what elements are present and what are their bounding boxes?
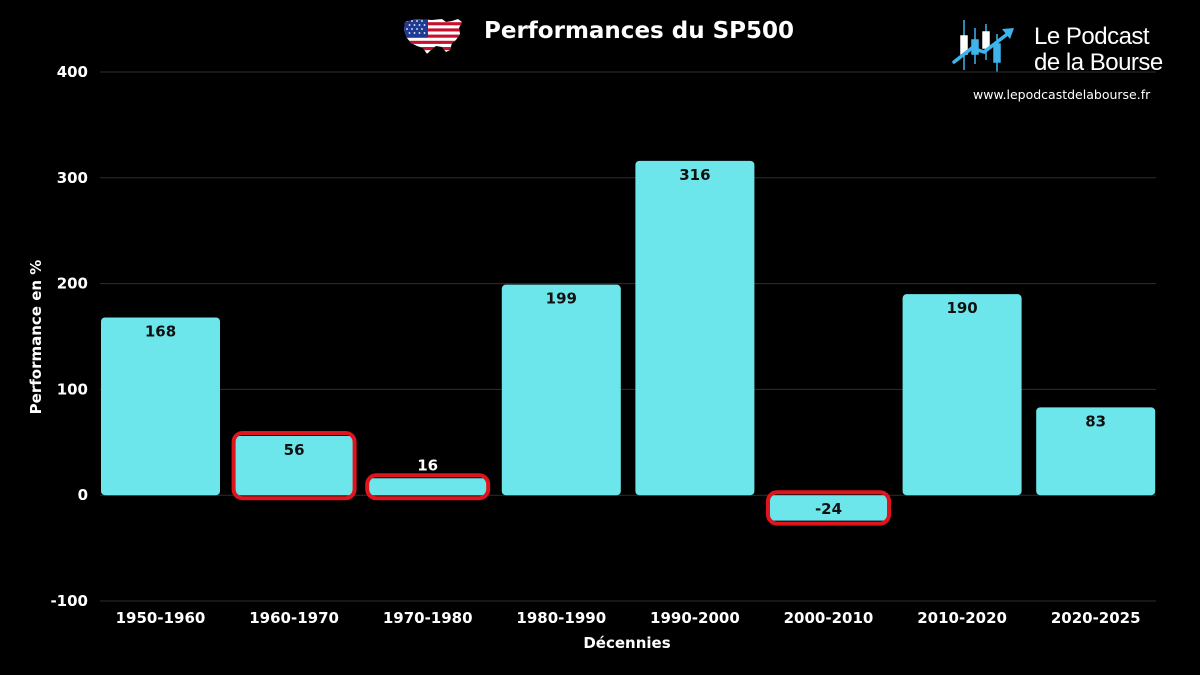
data-label: 83 xyxy=(1085,412,1106,430)
x-tick-label: 1980-1990 xyxy=(516,609,606,627)
highlight-outline xyxy=(365,473,491,501)
data-label: 190 xyxy=(946,299,977,317)
y-axis-title: Performance en % xyxy=(27,260,45,415)
y-tick-label: 100 xyxy=(57,380,88,398)
bar xyxy=(769,495,888,521)
data-label: 16 xyxy=(417,456,438,474)
x-tick-label: 2020-2025 xyxy=(1051,609,1141,627)
data-label: -24 xyxy=(815,500,842,518)
bar xyxy=(902,294,1022,496)
x-tick-label: 1950-1960 xyxy=(116,609,206,627)
bar xyxy=(101,317,220,496)
y-tick-label: 400 xyxy=(57,63,88,81)
y-tick-label: -100 xyxy=(50,592,88,610)
x-tick-label: 1970-1980 xyxy=(383,609,473,627)
bar xyxy=(1036,407,1156,496)
highlight-outline xyxy=(231,430,357,501)
bar xyxy=(368,478,488,496)
y-tick-label: 300 xyxy=(57,169,88,187)
usa-map-flag-icon xyxy=(404,19,462,54)
y-tick-label: 0 xyxy=(78,486,88,504)
brand-name: Le Podcast de la Bourse xyxy=(1034,23,1163,76)
candlestick-chart-arrow-icon xyxy=(952,20,1014,72)
x-tick-label: 1990-2000 xyxy=(650,609,740,627)
data-label: 199 xyxy=(546,290,577,308)
data-label: 56 xyxy=(284,441,305,459)
brand-block: Le Podcast de la Bourse www.lepodcastdel… xyxy=(950,14,1190,106)
x-tick-label: 2010-2020 xyxy=(917,609,1007,627)
data-label: 316 xyxy=(679,166,710,184)
x-tick-label: 1960-1970 xyxy=(249,609,339,627)
bar xyxy=(635,160,755,496)
data-label: 168 xyxy=(145,322,176,340)
y-tick-label: 200 xyxy=(57,275,88,293)
x-axis-title: Décennies xyxy=(583,634,670,652)
brand-url: www.lepodcastdelabourse.fr xyxy=(973,87,1151,102)
chart-title: Performances du SP500 xyxy=(484,18,795,44)
bar xyxy=(234,435,354,496)
x-tick-label: 2000-2010 xyxy=(784,609,874,627)
bar xyxy=(501,284,621,496)
highlight-outline xyxy=(766,490,891,526)
